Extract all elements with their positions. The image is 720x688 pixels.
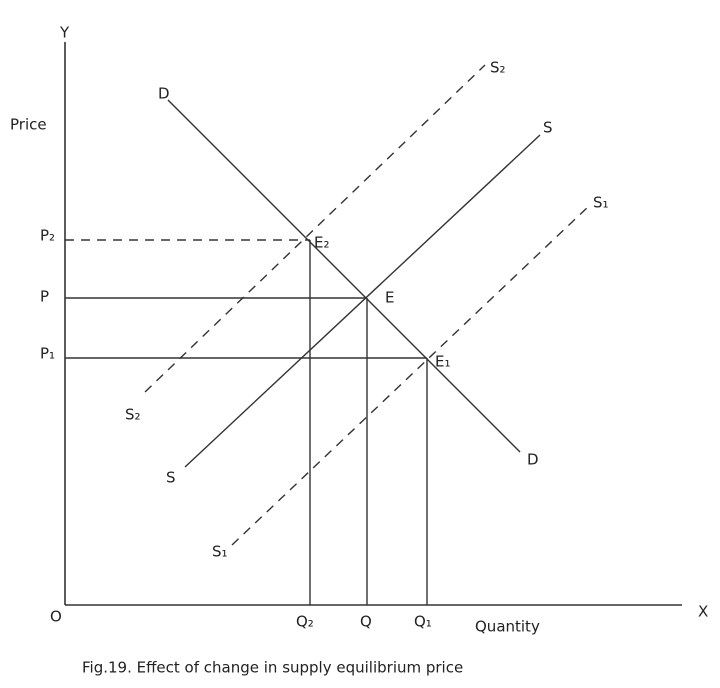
quantity-label: Q: [360, 613, 372, 631]
supply-curve: [184, 134, 541, 468]
curve-label: D: [527, 451, 539, 469]
equilibrium-label: E₂: [314, 234, 330, 252]
demand-curve: [167, 99, 521, 453]
price-label: P: [40, 288, 49, 306]
equilibrium-label: E₁: [435, 353, 451, 371]
curve-label: S₁: [593, 194, 609, 212]
origin: O: [50, 608, 62, 626]
price-label: P₁: [40, 345, 55, 363]
supply-curve-s2: [144, 64, 486, 393]
y-axis-letter: Y: [59, 24, 70, 42]
x-axis-letter: X: [698, 603, 708, 621]
price-label: P₂: [40, 227, 55, 245]
quantity-label: Q₂: [296, 613, 314, 631]
caption: Fig.19. Effect of change in supply equil…: [82, 659, 463, 677]
y-title: Price: [10, 116, 47, 134]
x-title: Quantity: [475, 618, 540, 636]
supply-curve-s1: [231, 204, 591, 546]
equilibrium-label: E: [385, 289, 394, 307]
curve-label: S: [166, 469, 176, 487]
curve-label: D: [158, 85, 170, 103]
curve-label: S₁: [212, 543, 228, 561]
curve-label: S: [543, 119, 553, 137]
curve-label: S₂: [490, 59, 506, 77]
quantity-label: Q₁: [414, 613, 432, 631]
curve-label: S₂: [125, 406, 141, 424]
